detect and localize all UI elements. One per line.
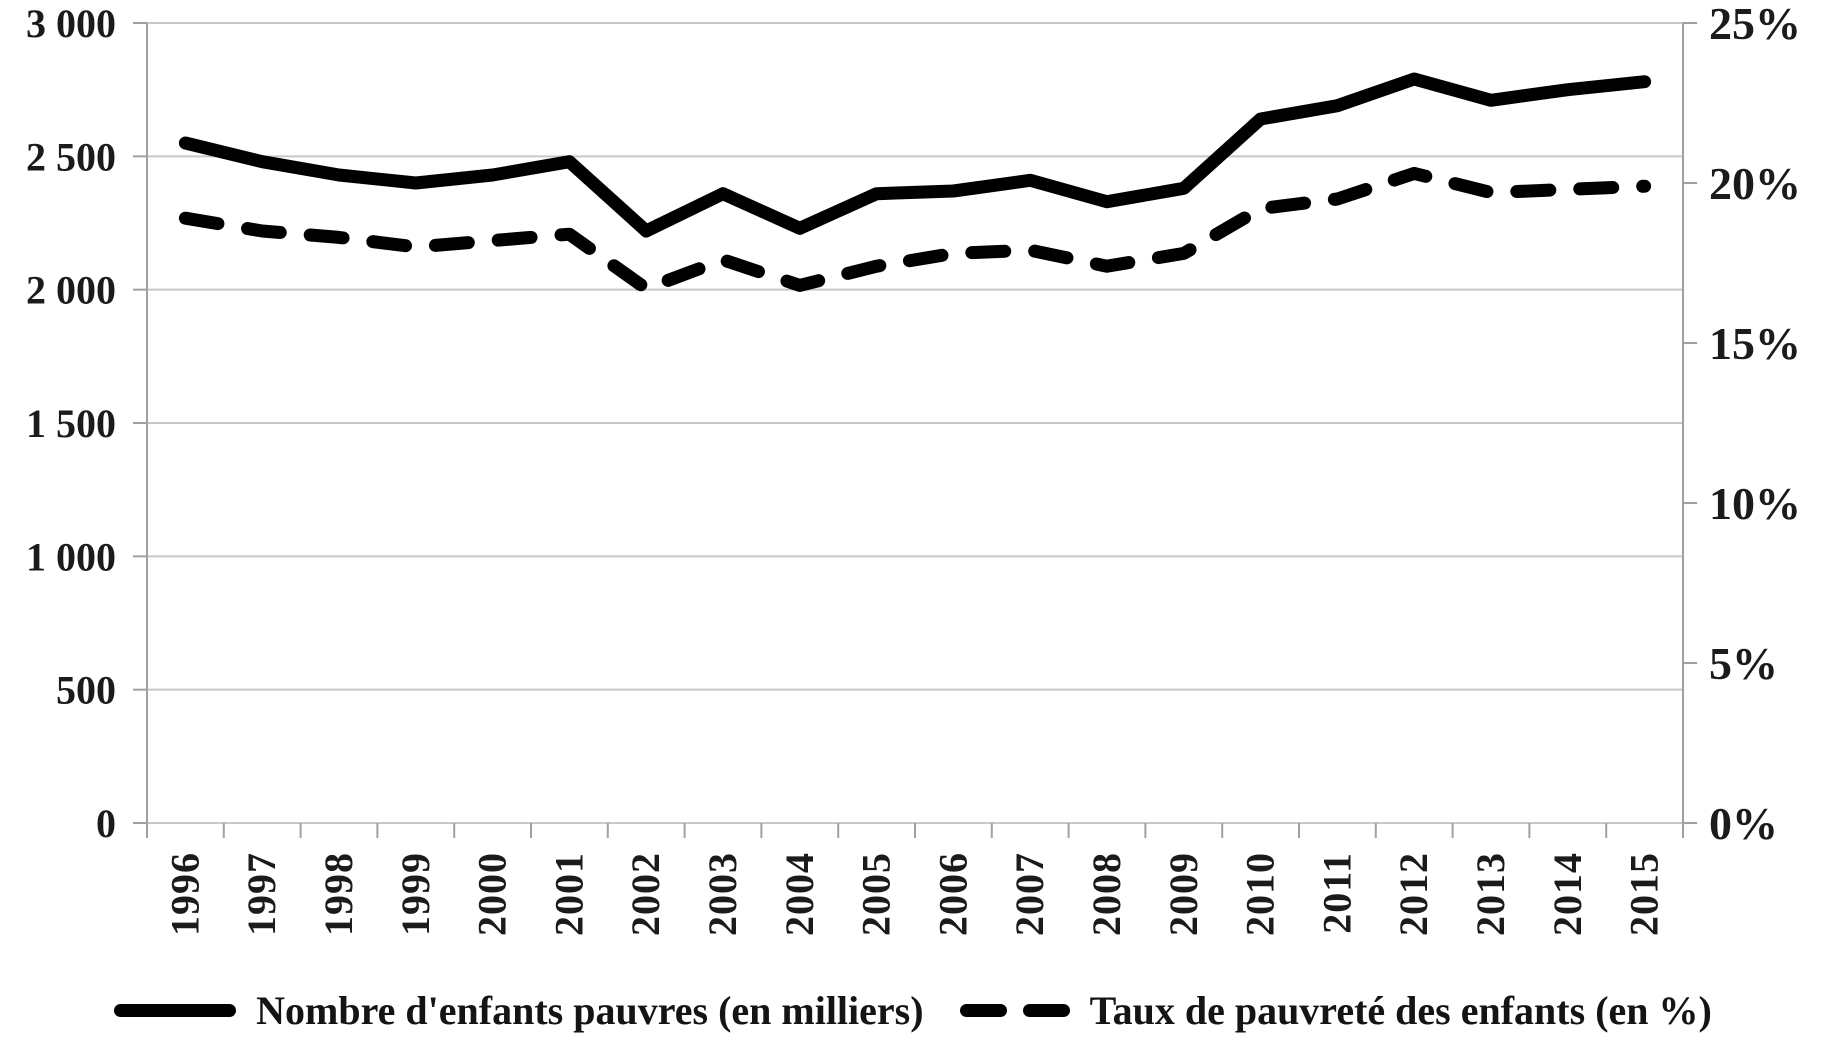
x-axis-year-label: 2009	[1161, 852, 1206, 936]
right-axis-tick-label: 10%	[1709, 478, 1801, 529]
right-axis-tick-label: 20%	[1709, 158, 1801, 209]
dashed-series-line	[178, 166, 1652, 296]
right-axis-tick-label: 5%	[1709, 638, 1778, 689]
right-axis-tick-label: 15%	[1709, 318, 1801, 369]
solid-line-swatch	[114, 1004, 237, 1017]
x-axis-year-label: 2013	[1468, 852, 1513, 936]
x-axis-year-label: 2007	[1007, 852, 1052, 936]
x-axis-year-label: 2002	[623, 852, 668, 936]
legend-label-taux: Taux de pauvreté des enfants (en %)	[1089, 988, 1712, 1033]
left-axis-tick-label: 3 000	[26, 1, 116, 46]
x-axis-year-label: 2012	[1391, 852, 1436, 936]
right-axis-tick-label: 25%	[1709, 0, 1801, 49]
left-axis-tick-label: 500	[56, 668, 116, 713]
x-axis-year-label: 1997	[239, 852, 284, 936]
legend-item-taux: Taux de pauvreté des enfants (en %)	[959, 987, 1712, 1034]
dashed-line-swatch	[959, 1004, 1070, 1017]
x-axis-year-label: 1998	[316, 852, 361, 936]
x-axis-year-label: 2011	[1314, 852, 1359, 934]
left-axis-tick-label: 2 500	[26, 134, 116, 179]
legend-label-nombre: Nombre d'enfants pauvres (en milliers)	[256, 988, 924, 1033]
x-axis-year-label: 2008	[1084, 852, 1129, 936]
solid-series-line	[178, 72, 1652, 238]
x-axis-year-label: 1999	[393, 852, 438, 936]
legend: Nombre d'enfants pauvres (en milliers) T…	[0, 987, 1826, 1034]
left-axis-tick-label: 0	[96, 801, 116, 846]
left-axis-tick-label: 2 000	[26, 268, 116, 313]
x-axis-year-label: 2004	[777, 852, 822, 936]
x-axis-year-label: 2014	[1545, 852, 1590, 936]
left-axis-tick-label: 1 000	[26, 534, 116, 579]
x-axis-year-label: 2000	[470, 852, 515, 936]
legend-item-nombre: Nombre d'enfants pauvres (en milliers)	[114, 987, 924, 1034]
x-axis-year-label: 2015	[1622, 852, 1667, 936]
x-axis-year-label: 2006	[930, 852, 975, 936]
left-axis-tick-label: 1 500	[26, 401, 116, 446]
x-axis-year-label: 2003	[700, 852, 745, 936]
x-axis-year-label: 2001	[546, 852, 591, 936]
x-axis-year-label: 2010	[1238, 852, 1283, 936]
x-axis-year-label: 2005	[854, 852, 899, 936]
x-axis-year-label: 1996	[162, 852, 207, 936]
right-axis-tick-label: 0%	[1709, 798, 1778, 849]
